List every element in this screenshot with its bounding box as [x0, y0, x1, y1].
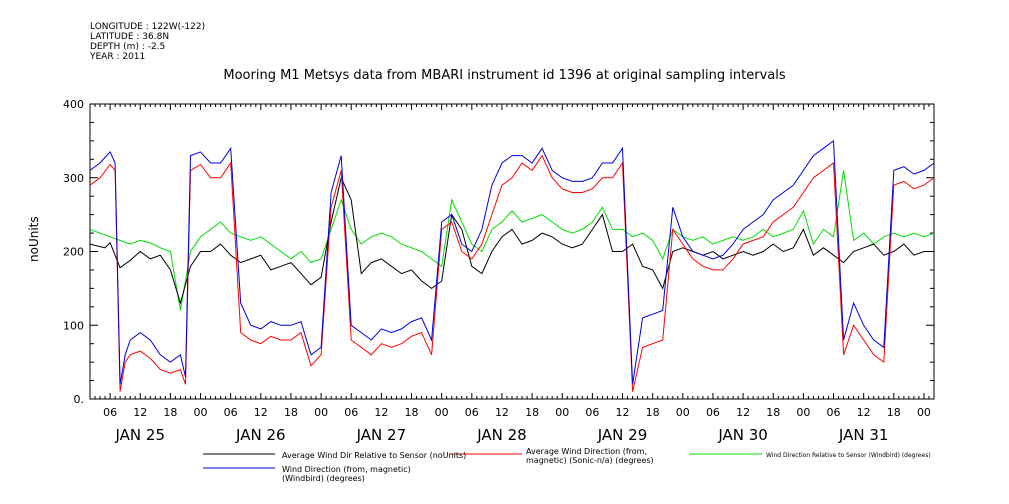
x-tick-label: 18: [887, 406, 901, 419]
x-tick-label: 00: [555, 406, 569, 419]
legend-label-red: Average Wind Direction (from, magnetic) …: [526, 447, 654, 465]
x-tick-label: 12: [736, 406, 750, 419]
x-tick-label: 00: [194, 406, 208, 419]
x-tick-label: 06: [224, 406, 238, 419]
series-line-3: [90, 139, 934, 385]
x-tick-label: 06: [706, 406, 720, 419]
x-tick-label: 00: [917, 406, 931, 419]
x-tick-label: 06: [344, 406, 358, 419]
x-day-label: JAN 28: [476, 426, 527, 444]
x-day-label: JAN 27: [356, 426, 407, 444]
x-tick-label: 12: [495, 406, 509, 419]
series-line-0: [90, 176, 934, 305]
x-day-label: JAN 26: [235, 426, 286, 444]
x-tick-label: 00: [435, 406, 449, 419]
legend-label-green: Wind Direction Relative to Sensor (Windb…: [766, 452, 931, 459]
header-longitude: LONGITUDE : 122W(-122): [90, 22, 206, 32]
legend-label-blue: Wind Direction (from, magnetic) (Windbir…: [282, 465, 411, 483]
chart-title: Mooring M1 Metsys data from MBARI instru…: [223, 68, 786, 83]
x-tick-label: 06: [585, 406, 599, 419]
x-tick-label: 12: [616, 406, 630, 419]
y-tick-label: 100: [63, 319, 84, 332]
header-depth: DEPTH (m) : -2.5: [90, 42, 166, 52]
x-day-label: JAN 31: [838, 426, 889, 444]
x-tick-label: 06: [465, 406, 479, 419]
x-day-label: JAN 29: [597, 426, 648, 444]
legend-label-black: Average Wind Dir Relative to Sensor (noU…: [282, 451, 467, 460]
x-tick-label: 06: [103, 406, 117, 419]
x-day-label: JAN 25: [114, 426, 165, 444]
y-tick-label: 300: [63, 172, 84, 185]
x-tick-label: 00: [314, 406, 328, 419]
x-tick-label: 18: [646, 406, 660, 419]
x-tick-label: 00: [676, 406, 690, 419]
y-tick-label: 0.: [74, 393, 85, 406]
y-tick-label: 200: [63, 246, 84, 259]
x-tick-label: 18: [163, 406, 177, 419]
x-tick-label: 18: [284, 406, 298, 419]
x-tick-label: 18: [766, 406, 780, 419]
y-tick-label: 400: [63, 98, 84, 111]
plot-frame: [89, 103, 935, 400]
header-latitude: LATITUDE : 36.8N: [90, 32, 170, 42]
series-line-2: [90, 170, 934, 311]
x-day-label: JAN 30: [717, 426, 768, 444]
x-tick-label: 18: [405, 406, 419, 419]
x-tick-label: 12: [374, 406, 388, 419]
x-tick-label: 12: [133, 406, 147, 419]
x-tick-label: 06: [827, 406, 841, 419]
x-tick-label: 18: [525, 406, 539, 419]
series-line-1: [90, 154, 934, 392]
x-tick-label: 12: [857, 406, 871, 419]
header-year: YEAR : 2011: [90, 52, 146, 62]
x-tick-label: 00: [796, 406, 810, 419]
x-tick-label: 12: [254, 406, 268, 419]
